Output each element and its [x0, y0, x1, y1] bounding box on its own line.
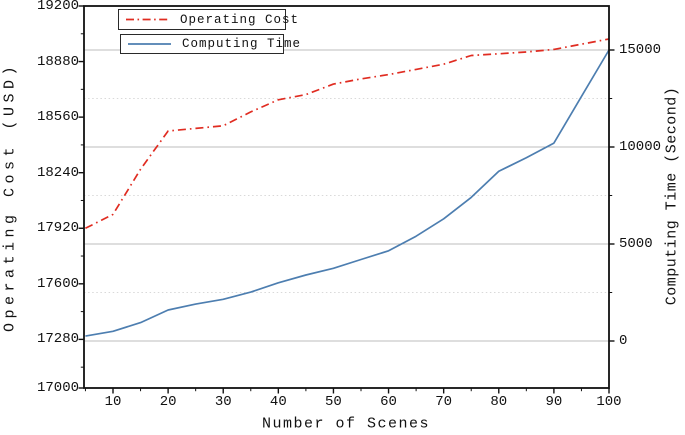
right-axis-title: Computing Time (Second): [663, 86, 681, 306]
x-axis-title: Number of Scenes: [261, 415, 431, 433]
x-tick-label: 90: [545, 394, 563, 410]
x-tick-label: 80: [490, 394, 508, 410]
x-tick-label: 30: [214, 394, 232, 410]
left-tick-label: 17000: [36, 380, 79, 396]
left-tick-label: 18880: [36, 53, 79, 70]
x-tick-label: 100: [596, 394, 622, 410]
left-tick-label: 19200: [36, 0, 79, 14]
legend-item-operating-cost: Operating Cost: [118, 9, 298, 30]
legend-item-computing-time: Computing Time: [120, 34, 300, 54]
legend-label: Computing Time: [182, 37, 302, 51]
legend-line-dashdot-icon: [126, 18, 169, 21]
x-tick-label: 50: [325, 394, 342, 410]
right-tick-label: 5000: [619, 236, 653, 252]
right-tick-label: 15000: [619, 42, 662, 58]
right-tick-label: 0: [619, 333, 628, 349]
legend-line-solid-icon: [128, 43, 171, 45]
x-tick-label: 10: [104, 394, 122, 410]
left-tick-label: 18240: [36, 164, 79, 181]
left-tick-label: 17920: [36, 220, 79, 237]
x-tick-label: 20: [159, 394, 177, 410]
left-axis-title: Operating Cost (USD): [1, 61, 19, 333]
legend-label: Operating Cost: [180, 12, 300, 27]
left-tick-label: 17280: [36, 331, 79, 348]
right-tick-label: 10000: [619, 139, 662, 155]
x-tick-label: 40: [269, 394, 287, 410]
x-tick-label: 70: [435, 394, 453, 410]
left-tick-label: 17600: [36, 275, 79, 292]
x-tick-label: 60: [380, 394, 397, 410]
left-tick-label: 18560: [36, 109, 79, 126]
